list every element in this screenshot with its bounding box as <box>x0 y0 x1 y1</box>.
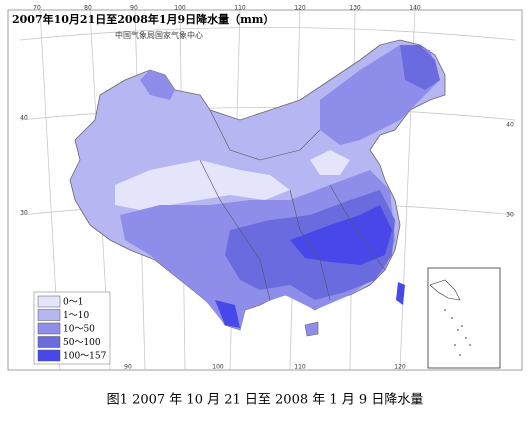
graticule-label: 140 <box>409 5 421 12</box>
wet-region <box>140 70 175 100</box>
legend: 0～1 1～10 10～50 50～100 100～157 <box>33 291 111 365</box>
graticule-label: 120 <box>294 5 306 12</box>
graticule-label: 40 <box>20 115 28 122</box>
wettest-region <box>215 300 240 328</box>
map-title: 2007年10月21日至2008年1月9日降水量（mm） <box>12 12 274 26</box>
legend-label: 50～100 <box>63 338 101 348</box>
map-subtitle: 中国气象局国家气象中心 <box>115 30 203 40</box>
graticule-label: 100 <box>212 364 224 371</box>
wettest-region <box>396 282 405 305</box>
legend-swatch <box>37 336 61 348</box>
dry-region <box>310 150 350 175</box>
graticule-label: 90 <box>130 5 138 12</box>
graticule-label: 70 <box>33 5 41 12</box>
legend-label: 1～10 <box>63 311 89 321</box>
legend-label: 100～157 <box>63 352 107 362</box>
graticule-label: 110 <box>294 364 306 371</box>
graticule-labels: 70 80 90 100 110 120 130 140 40 30 40 30 90 100 110 120 <box>20 5 514 371</box>
graticule-label: 110 <box>234 5 246 12</box>
wetter-region <box>400 45 440 90</box>
precipitation-regions <box>69 39 446 337</box>
inset-coast <box>429 279 461 301</box>
legend-swatch <box>37 349 61 362</box>
graticule-label: 130 <box>349 5 361 12</box>
graticule-label: 90 <box>124 364 132 371</box>
boundaries <box>199 109 386 301</box>
legend-swatch <box>37 322 61 335</box>
legend-label: 10～50 <box>63 325 95 335</box>
hainan <box>304 321 319 337</box>
graticule-label: 40 <box>506 122 514 129</box>
dry-region <box>115 160 290 210</box>
graticule-label: 80 <box>84 5 92 12</box>
graticule-label: 120 <box>394 364 406 371</box>
legend-swatch <box>37 309 61 321</box>
inset-islands <box>444 309 471 356</box>
graticule-label: 100 <box>174 5 186 12</box>
graticule-label: 30 <box>20 210 28 217</box>
graticule-label: 30 <box>506 212 514 219</box>
wettest-region <box>290 205 392 265</box>
legend-label: 0～1 <box>63 298 83 308</box>
legend-swatch <box>37 295 61 308</box>
figure-caption: 图1 2007 年 10 月 21 日至 2008 年 1 月 9 日降水量 <box>107 393 424 408</box>
